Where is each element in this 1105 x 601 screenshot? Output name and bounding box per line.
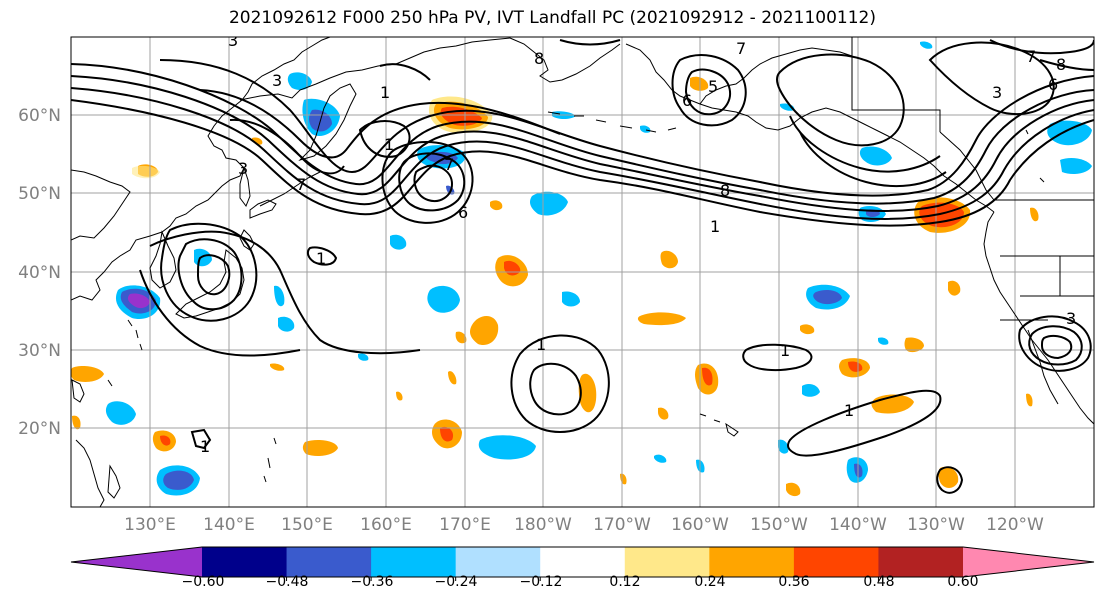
lat-label: 20°N — [18, 419, 61, 439]
colorbar-extend-high — [963, 547, 1094, 577]
colorbar-segment — [286, 547, 372, 577]
colorbar-tick: 0.24 — [694, 574, 725, 590]
contour-label: 6 — [458, 203, 468, 222]
colorbar-segment — [624, 547, 710, 577]
map-title: 2021092612 F000 250 hPa PV, IVT Landfall… — [228, 8, 876, 28]
contour-label: 1 — [380, 83, 390, 102]
contour-label: 1 — [844, 401, 854, 420]
colorbar-segment — [709, 547, 795, 577]
lon-label: 160°E — [360, 515, 412, 535]
colorbar-tick: 0.60 — [947, 574, 978, 590]
lon-label: 160°W — [671, 515, 729, 535]
contour-label: 3 — [228, 31, 238, 50]
lat-label: 50°N — [18, 184, 61, 204]
contour-label: 7 — [296, 175, 306, 194]
lat-label: 40°N — [18, 263, 61, 283]
contour-label: 3 — [1066, 309, 1076, 328]
colorbar-tick: 0.12 — [609, 574, 640, 590]
colorbar-tick: −0.12 — [520, 574, 563, 590]
contour-label: 1 — [710, 217, 720, 236]
lon-label: 140°W — [829, 515, 887, 535]
colorbar-extend-low — [71, 547, 202, 577]
coastlines — [71, 37, 1094, 507]
map-frame — [70, 36, 1095, 508]
contour-label: 5 — [708, 77, 718, 96]
lon-label: 180°W — [514, 515, 572, 535]
lon-label: 150°E — [281, 515, 333, 535]
pv-contours — [71, 39, 1094, 494]
colorbar-segment — [793, 547, 879, 577]
contour-label: 8 — [1056, 55, 1066, 74]
contour-label: 8 — [720, 181, 730, 200]
lon-label: 140°E — [203, 515, 255, 535]
colorbar-tick: −0.24 — [435, 574, 478, 590]
colorbar-tick: 0.48 — [863, 574, 894, 590]
colorbar-tick: −0.36 — [351, 574, 394, 590]
lon-label: 170°E — [439, 515, 491, 535]
contour-label: 3 — [272, 71, 282, 90]
longitude-labels: 130°E 140°E 150°E 160°E 170°E 180°W 170°… — [124, 515, 1044, 535]
contour-label: 3 — [238, 159, 248, 178]
colorbar — [70, 546, 1095, 581]
lon-label: 170°W — [593, 515, 651, 535]
contour-labels: 3 8 3 1 1 7 6 5 8 7 6 6 3 1 1 1 1 8 3 1 … — [200, 31, 1076, 456]
contour-label: 1 — [316, 249, 326, 268]
contour-label: 1 — [384, 135, 394, 154]
latitude-labels: 60°N 50°N 40°N 30°N 20°N — [18, 106, 61, 439]
contour-label: 6 — [1048, 75, 1058, 94]
colorbar-segment — [878, 547, 964, 577]
lon-label: 150°W — [750, 515, 808, 535]
colorbar-segment — [202, 547, 288, 577]
colorbar-segment — [455, 547, 541, 577]
colorbar-tick: −0.48 — [266, 574, 309, 590]
contour-label: 7 — [444, 155, 454, 174]
colorbar-segment — [371, 547, 457, 577]
contour-label: 3 — [992, 83, 1002, 102]
positive-anomaly-patches — [71, 76, 1039, 497]
lon-label: 120°W — [986, 515, 1044, 535]
contour-label: 8 — [534, 49, 544, 68]
colorbar-segment — [540, 547, 626, 577]
lat-label: 30°N — [18, 341, 61, 361]
pv-shading — [71, 41, 1092, 497]
contour-label: 1 — [780, 341, 790, 360]
contour-label: 1 — [536, 335, 546, 354]
lon-label: 130°W — [907, 515, 965, 535]
lon-label: 130°E — [124, 515, 176, 535]
contour-label: 1 — [200, 437, 210, 456]
contour-label: 7 — [736, 39, 746, 58]
colorbar-tick-labels: −0.60 −0.48 −0.36 −0.24 −0.12 0.12 0.24 … — [182, 574, 979, 590]
colorbar-outline — [70, 546, 1095, 578]
contour-label: 7 — [1026, 47, 1036, 66]
colorbar-tick: −0.60 — [182, 574, 225, 590]
contour-label: 6 — [682, 91, 692, 110]
colorbar-tick: 0.36 — [778, 574, 809, 590]
lat-label: 60°N — [18, 106, 61, 126]
